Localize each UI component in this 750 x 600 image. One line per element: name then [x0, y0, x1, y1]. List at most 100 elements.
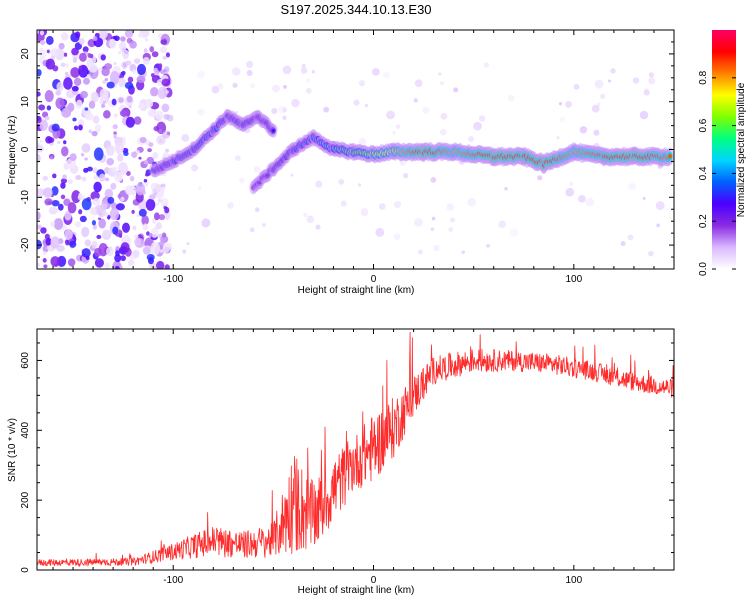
spectrogram-faint-blob [181, 134, 190, 142]
spectrogram-faint-blob [353, 99, 360, 106]
spectrogram-faint-blob [537, 175, 543, 181]
spectrogram-noise-blob [44, 198, 53, 206]
spectrogram-noise-blob [158, 214, 166, 221]
spectrogram-noise-blob [104, 77, 109, 81]
spectrogram-noise-blob [111, 98, 117, 106]
spectrogram-faint-blob [306, 215, 315, 224]
spectrogram-noise-blob [131, 184, 135, 189]
spectrogram-noise-blob [104, 212, 109, 218]
spectrogram-faint-blob [232, 82, 238, 88]
snr-x-tick-label: 100 [565, 575, 582, 586]
spectrogram-noise-blob [81, 226, 90, 238]
spectrogram-faint-blob [358, 137, 367, 146]
spectrogram-noise-blob [45, 237, 52, 246]
spectrogram-noise-blob [85, 255, 90, 260]
spectrogram-noise-blob [143, 223, 148, 228]
spectrogram-faint-blob [239, 177, 245, 184]
spectrogram-faint-blob [358, 80, 366, 87]
spectrogram-faint-blob [392, 131, 396, 135]
spectrogram-faint-blob [300, 67, 308, 74]
spectrogram-faint-blob [439, 128, 447, 136]
spectrogram-noise-blob [135, 183, 146, 196]
spectrogram-faint-blob [473, 121, 482, 131]
spectrogram-noise-blob [117, 193, 122, 199]
chart-title: S197.2025.344.10.13.E30 [280, 2, 431, 17]
spectrogram-noise-blob [73, 125, 79, 131]
snr-series-line [37, 332, 674, 568]
spectrogram-noise-blob [148, 232, 153, 238]
spectrogram-noise-blob [98, 242, 109, 257]
spectrogram-faint-blob [291, 98, 300, 108]
spectrogram-noise-blob [154, 184, 161, 193]
spectrogram-faint-blob [217, 83, 224, 90]
spectrogram-faint-blob [656, 223, 660, 228]
snr-frame [36, 328, 675, 571]
spectrogram-noise-blob [105, 177, 109, 181]
spectrogram-noise-blob [161, 78, 171, 87]
spectrogram-noise-blob [151, 51, 159, 58]
spectrogram-noise-blob [127, 76, 134, 83]
spectrogram-noise-blob [67, 179, 73, 185]
spectrogram-faint-blob [433, 244, 440, 252]
spectrogram-faint-blob [483, 62, 490, 68]
spectrogram-noise-blob [98, 67, 103, 72]
spectrogram-faint-blob [569, 182, 574, 187]
spectrogram-noise-blob [39, 47, 44, 53]
spectrogram-noise-blob [122, 222, 130, 233]
spectrogram-noise-blob [78, 38, 85, 45]
spectrogram-faint-blob [338, 178, 345, 185]
spectrogram-noise-blob [61, 107, 72, 118]
spectrogram-noise-blob [106, 81, 115, 89]
spectrogram-noise-blob [120, 242, 130, 253]
spectrogram-noise-blob [78, 192, 83, 198]
spectrogram-noise-blob [133, 58, 141, 64]
spectrogram-noise-blob [145, 198, 156, 211]
snr-y-axis-label: SNR (10 * v/v) [7, 418, 18, 482]
spectrogram-noise-blob [112, 166, 118, 173]
spectrogram-faint-blob [278, 105, 287, 114]
spectrogram-noise-blob [165, 52, 171, 58]
spectrogram-noise-blob [75, 175, 82, 181]
spectrogram-faint-blob [197, 70, 205, 79]
spectrogram-noise-blob [149, 262, 158, 269]
spectrogram-faint-blob [254, 207, 260, 213]
spectrogram-noise-blob [82, 46, 89, 53]
spectrogram-noise-blob [70, 67, 80, 78]
spectrogram-noise-blob [42, 175, 49, 181]
spectrogram-noise-blob [120, 196, 125, 202]
spectrogram-noise-blob [84, 157, 88, 161]
spectrogram-noise-blob [45, 35, 54, 46]
spectrogram-x-tick-label: 0 [371, 274, 377, 285]
spectrogram-noise-blob [118, 50, 122, 55]
spectrogram-y-tick-label: 20 [20, 48, 31, 60]
spectrogram-noise-blob [150, 73, 155, 78]
spectrogram-noise-blob [51, 186, 59, 196]
spectrogram-noise-blob [137, 32, 144, 38]
spectrogram-noise-blob [83, 167, 89, 173]
spectrogram-faint-blob [197, 186, 202, 191]
spectrogram-noise-blob [98, 30, 108, 39]
spectrogram-faint-blob [315, 224, 321, 230]
spectrogram-noise-blob [133, 234, 139, 239]
spectrogram-noise-blob [156, 260, 165, 269]
spectrogram-noise-blob [91, 240, 98, 249]
spectrogram-faint-blob [253, 166, 261, 173]
spectrogram-noise-blob [47, 137, 55, 143]
spectrogram-faint-blob [403, 172, 409, 179]
spectrogram-y-tick-label: 0 [20, 146, 31, 152]
spectrogram-faint-blob [565, 101, 572, 108]
spectrogram-ridge-core [271, 128, 276, 133]
spectrogram-noise-blob [159, 46, 168, 54]
spectrogram-faint-blob [271, 107, 278, 115]
spectrogram-noise-blob [162, 244, 171, 254]
spectrogram-faint-blob [448, 227, 454, 232]
spectrogram-noise-blob [160, 183, 166, 188]
spectrogram-noise-blob [94, 124, 102, 133]
spectrogram-noise-blob [143, 48, 148, 53]
spectrogram-faint-blob [632, 77, 640, 84]
spectrogram-noise-blob [147, 148, 152, 153]
spectrogram-noise-blob [106, 158, 115, 166]
spectrogram-noise-blob [156, 202, 160, 206]
spectrogram-noise-blob [86, 59, 94, 68]
snr-x-tick-label: 0 [371, 575, 377, 586]
